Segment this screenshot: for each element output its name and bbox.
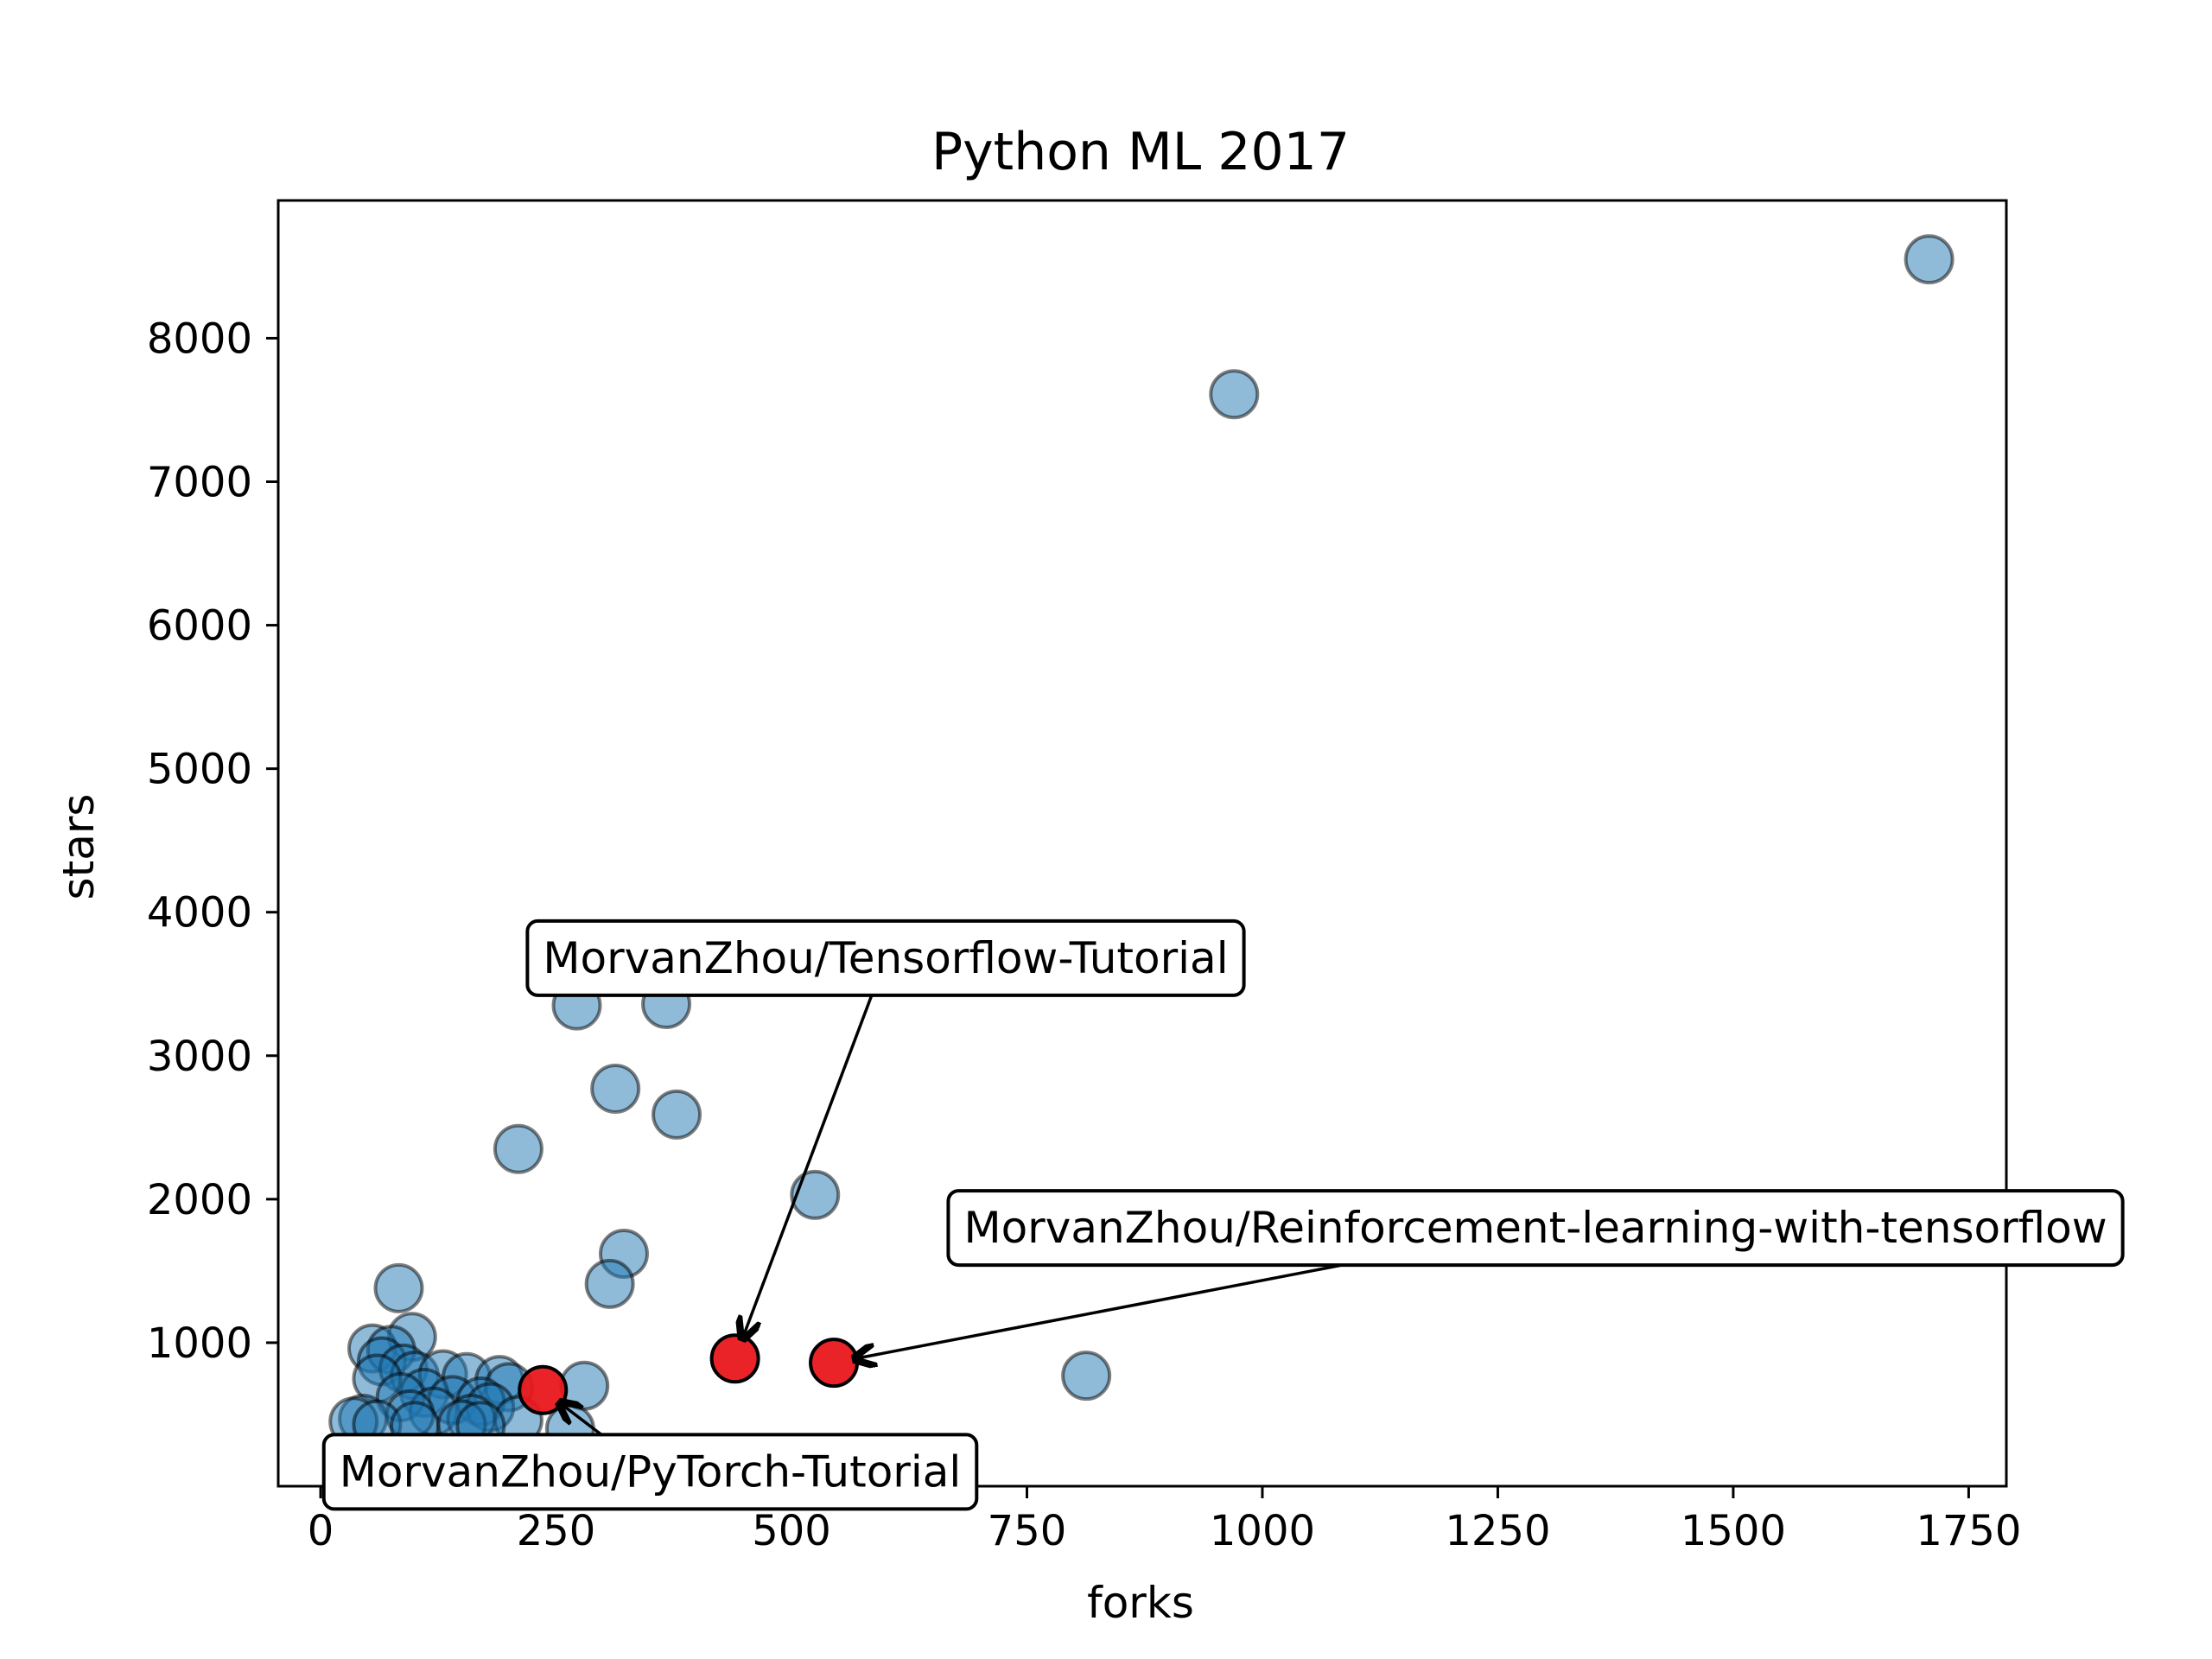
plot-frame <box>276 199 2008 1488</box>
data-point <box>559 1360 610 1411</box>
y-tick-label: 7000 <box>147 459 252 507</box>
annotation: MorvanZhou/PyTorch-Tutorial <box>321 1402 979 1511</box>
data-point <box>590 1063 641 1114</box>
annotation: MorvanZhou/Tensorflow-Tutorial <box>525 918 1246 1339</box>
annotations: MorvanZhou/Tensorflow-Tutorial MorvanZhou… <box>321 918 2125 1511</box>
y-tick-label: 3000 <box>147 1033 252 1081</box>
data-point <box>1061 1351 1112 1402</box>
x-tick-label: 250 <box>517 1507 596 1555</box>
annotation-label: MorvanZhou/PyTorch-Tutorial <box>340 1446 962 1497</box>
highlighted-point <box>518 1364 569 1415</box>
x-axis-label: forks <box>1087 1578 1194 1628</box>
annotation-box <box>946 1189 2125 1268</box>
annotation-label: MorvanZhou/Reinforcement-learning-with-t… <box>963 1203 2107 1253</box>
annotation-arrow <box>855 1263 1343 1359</box>
annotation-arrow <box>559 1402 603 1436</box>
x-tick-label: 0 <box>308 1507 334 1555</box>
x-tick-label: 1250 <box>1445 1507 1550 1555</box>
x-tick-label: 500 <box>752 1507 831 1555</box>
annotation-label: MorvanZhou/Tensorflow-Tutorial <box>543 933 1228 983</box>
highlighted-point <box>809 1338 860 1389</box>
data-point <box>1904 234 1955 285</box>
annotation-box <box>321 1433 979 1511</box>
data-point <box>790 1169 841 1220</box>
chart-title: Python ML 2017 <box>931 122 1350 182</box>
data-point <box>493 1123 543 1174</box>
y-axis-label: stars <box>54 794 104 900</box>
x-tick-label: 1000 <box>1210 1507 1315 1555</box>
annotation: MorvanZhou/Reinforcement-learning-with-t… <box>855 1189 2125 1359</box>
x-tick-label: 750 <box>988 1507 1067 1555</box>
y-tick-label: 8000 <box>147 315 252 363</box>
data-point <box>373 1262 424 1313</box>
data-point <box>584 1258 635 1309</box>
annotation-box <box>525 918 1246 997</box>
data-point <box>652 1089 702 1140</box>
highlighted-point <box>709 1333 760 1384</box>
y-tick-label: 5000 <box>147 746 252 794</box>
annotation-arrow <box>742 995 874 1339</box>
x-tick-label: 1500 <box>1681 1507 1786 1555</box>
y-tick-label: 1000 <box>147 1319 252 1368</box>
axis-ticks: 0 250 500 750 1000 1250 1500 1750 1000 2000 3000 40… <box>147 315 2022 1555</box>
y-tick-label: 6000 <box>147 602 252 651</box>
y-tick-label: 4000 <box>147 889 252 938</box>
data-point <box>1209 369 1260 420</box>
y-tick-label: 2000 <box>147 1176 252 1224</box>
x-tick-label: 1750 <box>1916 1507 2021 1555</box>
